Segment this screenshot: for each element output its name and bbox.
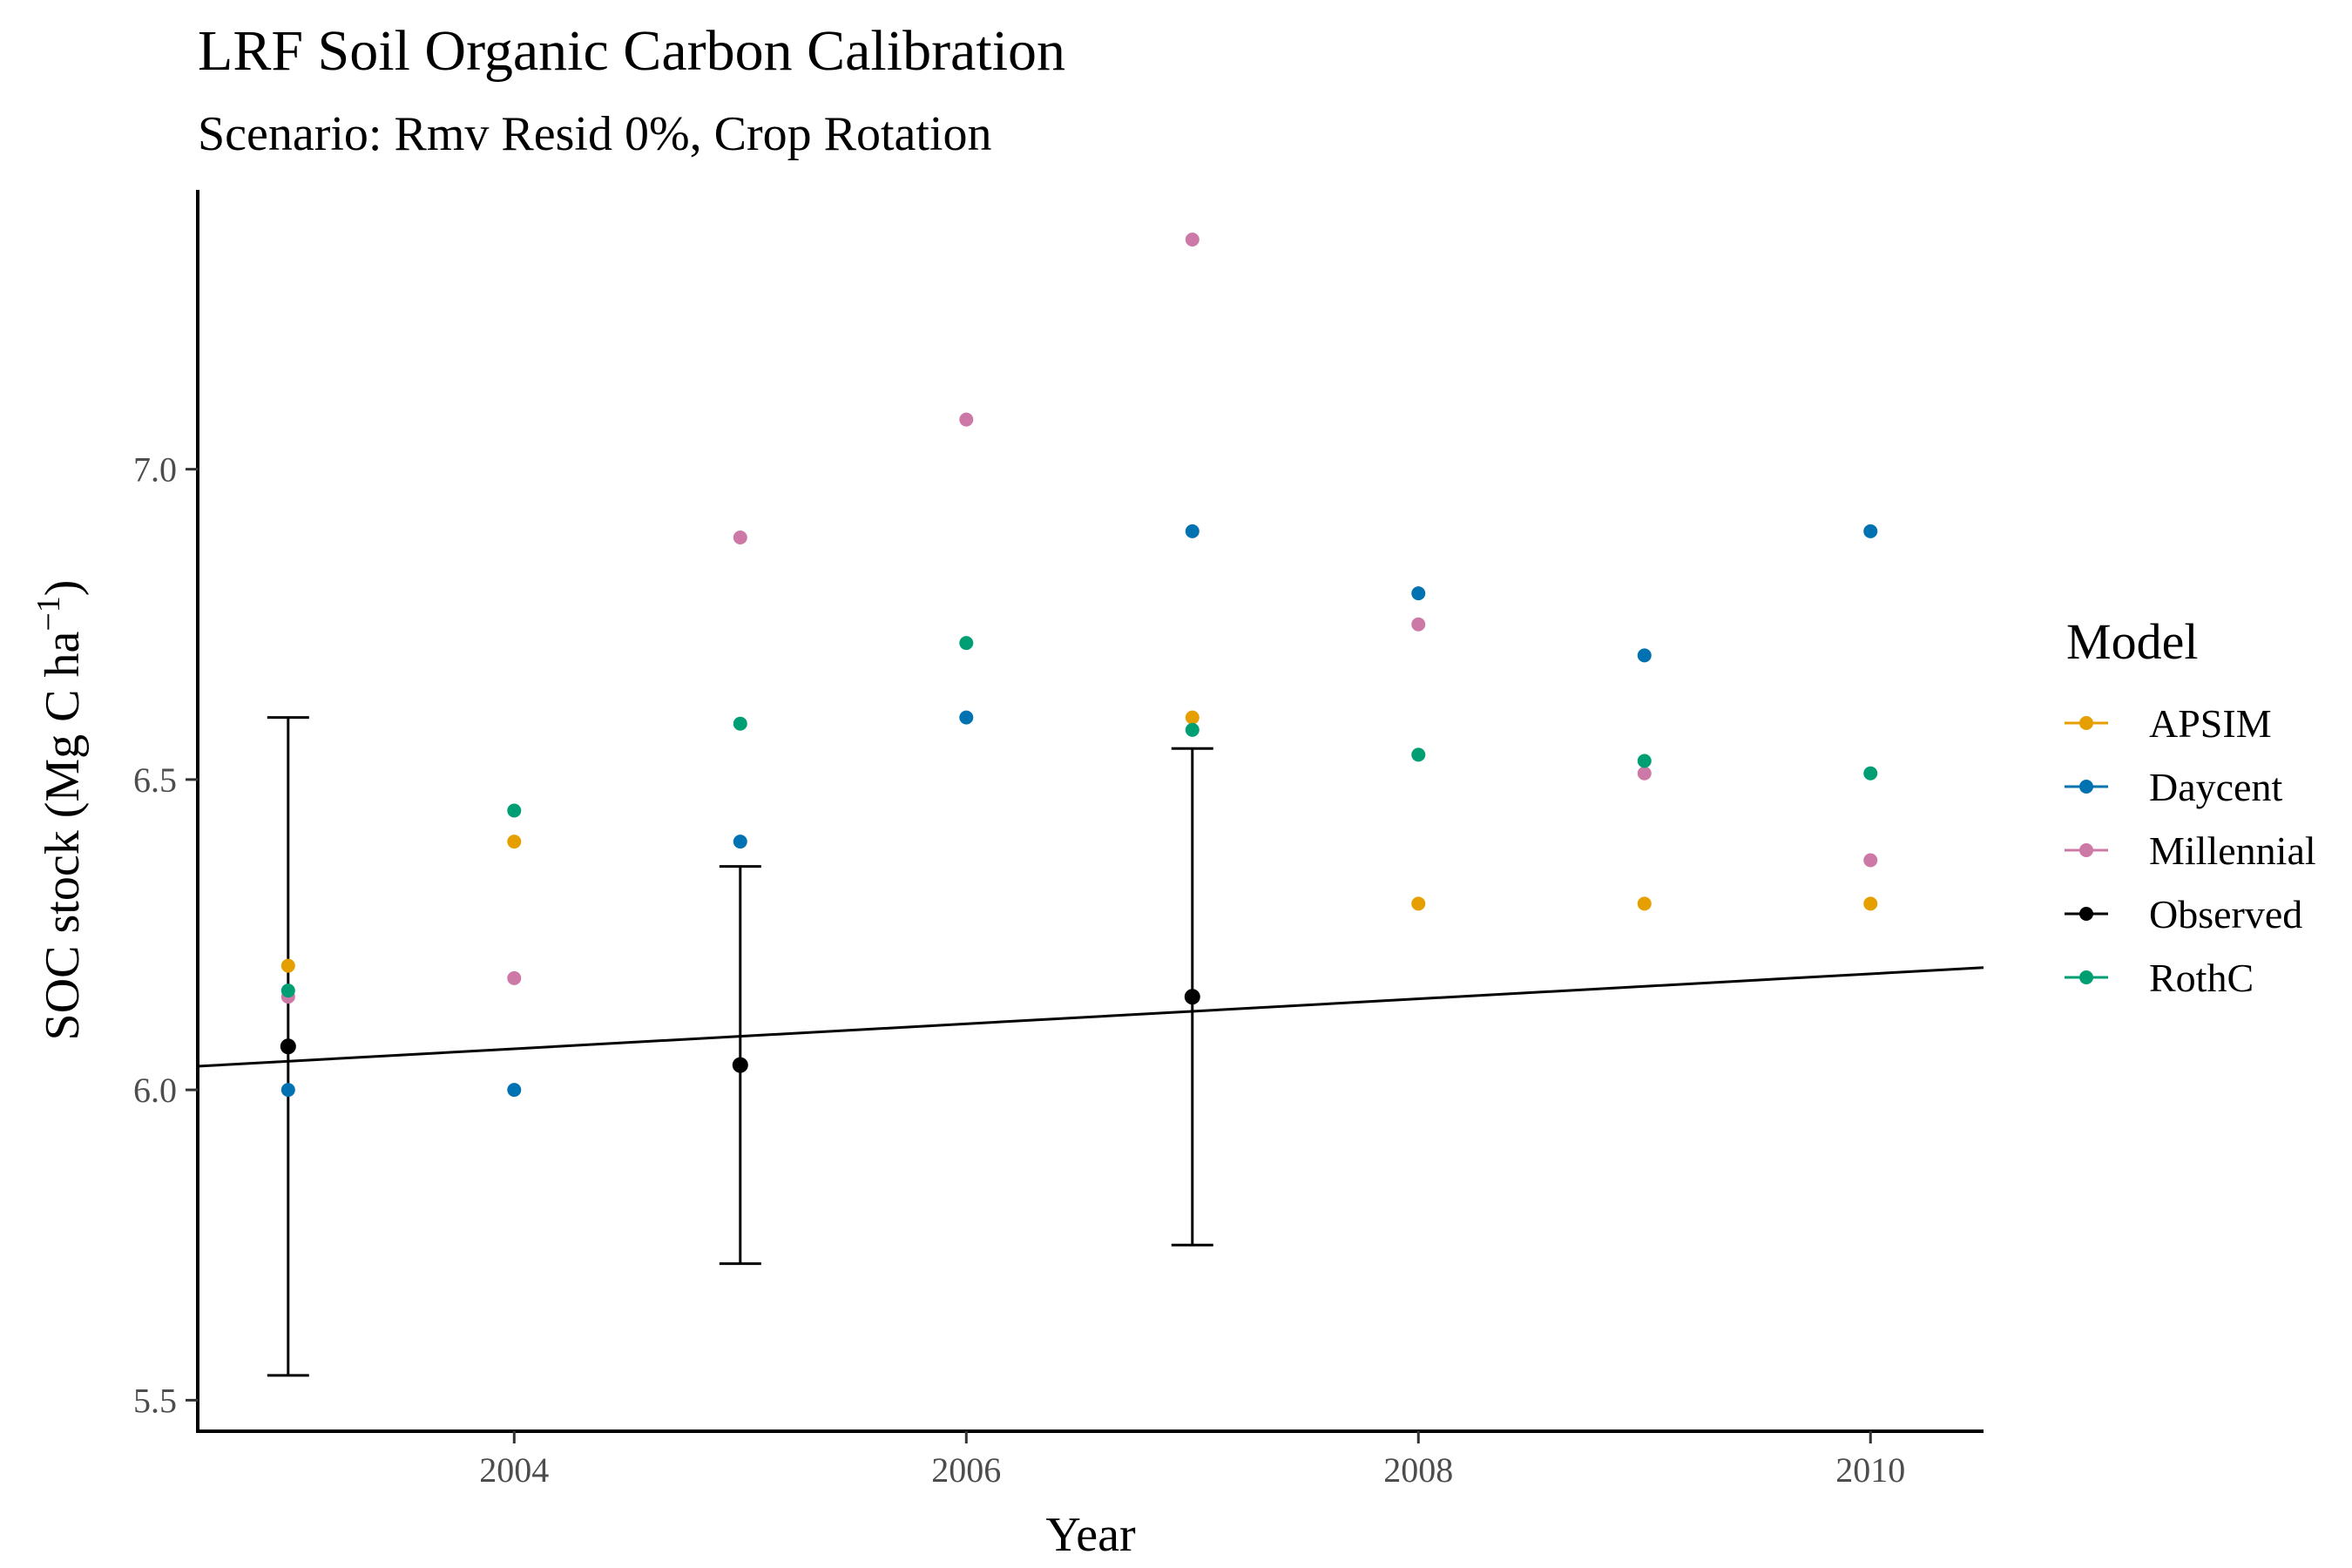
y-axis-label-close: ) bbox=[36, 580, 90, 597]
data-point-daycent bbox=[959, 710, 974, 725]
y-axis-label-main: SOC stock (Mg C ha bbox=[36, 632, 90, 1041]
legend-label-apsim: APSIM bbox=[2149, 701, 2272, 746]
x-axis-ticks: 2004 2006 2008 2010 bbox=[479, 1431, 1905, 1490]
data-point-observed bbox=[280, 1038, 296, 1055]
x-tick-label: 2004 bbox=[479, 1450, 549, 1490]
data-point-daycent bbox=[1411, 586, 1426, 601]
legend-label-millennial: Millennial bbox=[2149, 828, 2316, 873]
legend: Model APSIM Daycent Millennial Observed Roth… bbox=[2065, 613, 2316, 1000]
data-point-rothc bbox=[1185, 722, 1200, 737]
data-point-observed bbox=[1184, 989, 1200, 1005]
data-point-daycent bbox=[1637, 648, 1652, 663]
data-point-millennial bbox=[959, 412, 974, 427]
plot-area bbox=[197, 233, 1984, 1377]
x-tick-label: 2008 bbox=[1383, 1450, 1453, 1490]
legend-key-point-rothc bbox=[2079, 970, 2093, 984]
legend-label-observed: Observed bbox=[2149, 892, 2302, 936]
legend-key-point-millennial bbox=[2079, 843, 2093, 857]
data-point-daycent bbox=[507, 1083, 522, 1098]
data-point-apsim bbox=[1863, 896, 1878, 911]
data-point-rothc bbox=[733, 716, 747, 731]
data-point-millennial bbox=[1185, 233, 1200, 247]
data-point-millennial bbox=[733, 531, 747, 544]
data-point-daycent bbox=[1863, 524, 1878, 538]
y-tick-label: 5.5 bbox=[133, 1381, 177, 1420]
data-point-daycent bbox=[280, 1083, 295, 1098]
data-point-rothc bbox=[1863, 766, 1878, 781]
data-point-daycent bbox=[733, 835, 747, 849]
data-point-millennial bbox=[1863, 853, 1878, 868]
data-point-rothc bbox=[280, 983, 295, 998]
data-point-rothc bbox=[1411, 747, 1426, 762]
legend-key-point-apsim bbox=[2079, 716, 2093, 730]
data-point-rothc bbox=[1637, 754, 1652, 768]
y-axis-ticks: 5.5 6.0 6.5 7.0 bbox=[133, 450, 198, 1420]
data-point-millennial bbox=[1637, 766, 1652, 781]
data-point-apsim bbox=[507, 835, 522, 849]
data-point-apsim bbox=[1185, 710, 1200, 725]
legend-key-point-daycent bbox=[2079, 780, 2093, 794]
legend-key-point-observed bbox=[2079, 907, 2093, 921]
data-point-millennial bbox=[1411, 617, 1426, 632]
data-point-daycent bbox=[1185, 524, 1200, 538]
y-axis-label: SOC stock (Mg C ha−1) bbox=[30, 580, 90, 1041]
legend-title: Model bbox=[2066, 613, 2198, 670]
trend-line bbox=[197, 966, 1984, 1068]
x-axis-label: Year bbox=[1045, 1508, 1136, 1562]
data-point-apsim bbox=[280, 958, 295, 973]
legend-label-rothc: RothC bbox=[2149, 956, 2254, 1000]
y-axis-label-superscript: −1 bbox=[30, 596, 67, 631]
x-tick-label: 2006 bbox=[931, 1450, 1001, 1490]
data-point-millennial bbox=[507, 970, 522, 985]
y-tick-label: 7.0 bbox=[133, 450, 177, 490]
legend-label-daycent: Daycent bbox=[2149, 765, 2282, 809]
data-point-rothc bbox=[507, 803, 522, 818]
data-point-apsim bbox=[1411, 896, 1426, 911]
data-point-apsim bbox=[1637, 896, 1652, 911]
y-tick-label: 6.0 bbox=[133, 1071, 177, 1110]
data-point-observed bbox=[732, 1057, 748, 1073]
y-tick-label: 6.5 bbox=[133, 760, 177, 800]
chart-title: LRF Soil Organic Carbon Calibration bbox=[198, 19, 1065, 83]
x-tick-label: 2010 bbox=[1835, 1450, 1905, 1490]
data-point-rothc bbox=[959, 636, 974, 651]
chart-subtitle: Scenario: Rmv Resid 0%, Crop Rotation bbox=[198, 107, 991, 161]
